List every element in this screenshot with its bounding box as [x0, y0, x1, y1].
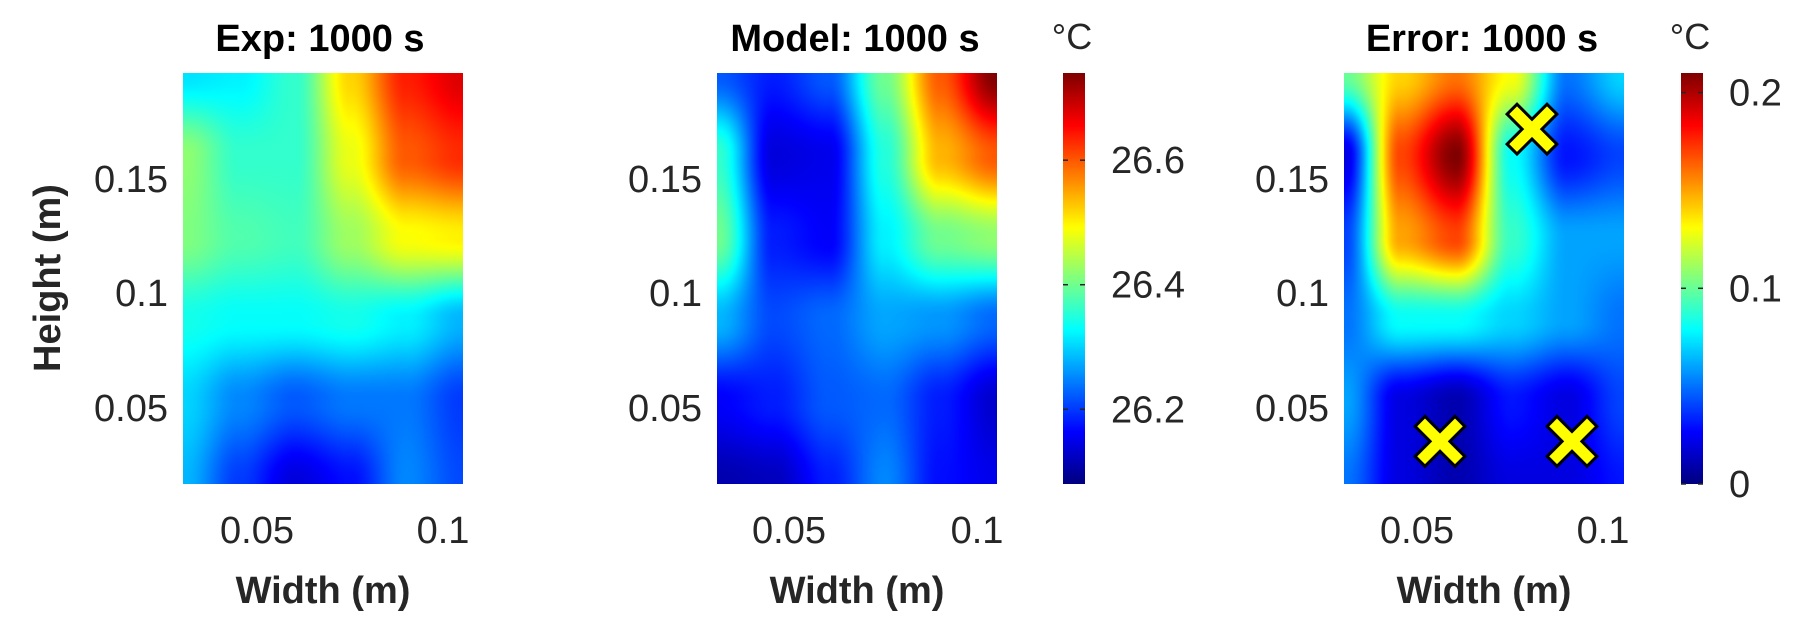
colorbar-tick-label: 26.2: [1111, 389, 1185, 431]
sensor-marker: [1549, 418, 1595, 465]
y-tick-label: 0.1: [649, 273, 702, 315]
y-tick-label: 0.05: [628, 388, 702, 430]
heatmap-error: [1344, 73, 1624, 484]
colorbar-tick-label: 0: [1729, 464, 1750, 506]
panel-exp: Exp: 1000 s 0.05 0.1 Width (m) 0.05 0.1 …: [27, 18, 469, 612]
colorbar-unit: °C: [1052, 16, 1092, 57]
x-axis-label: Width (m): [1397, 570, 1572, 612]
sensor-marker: [1417, 418, 1463, 465]
x-tick-label: 0.1: [1577, 510, 1630, 552]
x-tick-label: 0.05: [1380, 510, 1454, 552]
y-tick-label: 0.1: [115, 273, 168, 315]
x-tick-label: 0.1: [951, 510, 1004, 552]
colorbar-tick-label: 26.6: [1111, 140, 1185, 182]
colorbar-error: [1681, 73, 1703, 484]
colorbar-tick-label: 0.1: [1729, 268, 1782, 310]
heatmap-exp: [183, 73, 463, 484]
title-model: Model: 1000 s: [730, 18, 979, 60]
sensor-marker: [1509, 106, 1555, 152]
colorbar-tick-label: 26.4: [1111, 265, 1185, 307]
y-tick-label: 0.1: [1276, 273, 1329, 315]
title-error: Error: 1000 s: [1366, 18, 1598, 60]
y-tick-label: 0.05: [94, 388, 168, 430]
title-exp: Exp: 1000 s: [215, 18, 424, 60]
x-tick-label: 0.05: [752, 510, 826, 552]
y-axis-label: Height (m): [27, 184, 69, 372]
x-axis-label: Width (m): [236, 570, 411, 612]
y-tick-label: 0.05: [1255, 388, 1329, 430]
y-tick-label: 0.15: [1255, 159, 1329, 201]
x-axis-label: Width (m): [770, 570, 945, 612]
panel-model: Model: 1000 s 0.05 0.1 Width (m) 0.05 0.…: [628, 16, 1185, 612]
y-tick-label: 0.15: [94, 159, 168, 201]
y-tick-label: 0.15: [628, 159, 702, 201]
x-tick-label: 0.1: [417, 510, 470, 552]
panel-error: Error: 1000 s 0.05 0.1 Width (m) 0.05 0.…: [1255, 16, 1782, 612]
colorbar-model: [1063, 73, 1085, 484]
heatmap-model: [717, 73, 997, 484]
colorbar-tick-label: 0.2: [1729, 73, 1782, 115]
x-tick-label: 0.05: [220, 510, 294, 552]
colorbar-unit: °C: [1670, 16, 1710, 57]
